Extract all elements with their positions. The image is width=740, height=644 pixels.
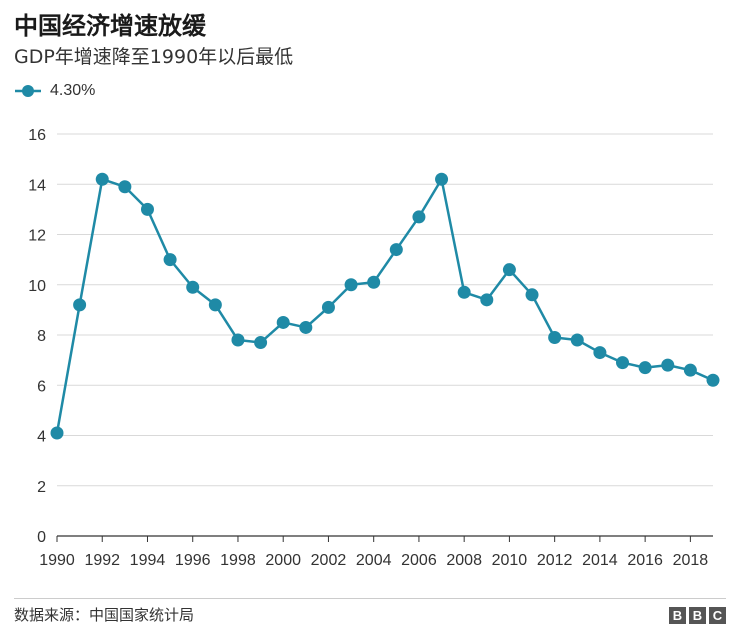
x-tick-label: 2014: [582, 552, 618, 569]
x-tick-label: 2004: [356, 552, 392, 569]
data-point: [435, 172, 449, 186]
bbc-logo-letter: B: [669, 607, 686, 624]
data-point: [140, 202, 154, 216]
data-point: [254, 336, 268, 350]
data-point: [616, 356, 630, 370]
y-tick-label: 2: [37, 479, 46, 496]
series-line: [55, 177, 714, 434]
y-tick-label: 10: [28, 278, 46, 295]
data-point: [412, 210, 426, 224]
data-point: [548, 331, 562, 345]
data-point: [502, 263, 516, 277]
y-tick-label: 12: [28, 228, 46, 245]
data-point: [661, 358, 675, 372]
x-tick-label: 2010: [492, 552, 528, 569]
data-point: [389, 243, 403, 257]
x-tick-label: 1990: [39, 552, 75, 569]
x-tick-label: 2002: [311, 552, 347, 569]
y-tick-label: 8: [37, 328, 46, 345]
data-point: [163, 253, 177, 267]
x-tick-label: 2016: [627, 552, 663, 569]
y-tick-label: 16: [28, 127, 46, 144]
data-point: [638, 361, 652, 375]
data-point: [570, 333, 584, 347]
y-tick-label: 0: [37, 529, 46, 546]
data-point: [321, 300, 335, 314]
footer-divider: [14, 598, 726, 599]
data-point: [299, 320, 313, 334]
line-chart: 0 2 4 6 8 10 12 14 16 1990 1992 1994 1996 1998 2000 200…: [28, 127, 720, 569]
data-point: [208, 298, 222, 312]
legend: 4.30%: [14, 82, 95, 100]
data-point: [480, 293, 494, 307]
legend-label: 4.30%: [50, 82, 96, 99]
chart-subtitle: GDP年增速降至1990年以后最低: [14, 46, 294, 68]
data-point: [593, 346, 607, 360]
legend-marker: [15, 85, 41, 97]
data-point: [276, 315, 290, 329]
y-tick-label: 14: [28, 177, 46, 194]
x-tick-label: 2012: [537, 552, 573, 569]
data-point: [344, 278, 358, 292]
bbc-logo-letter: B: [689, 607, 706, 624]
chart-title: 中国经济增速放缓: [14, 12, 206, 40]
data-source: 数据来源：中国国家统计局: [14, 606, 195, 624]
data-point: [118, 180, 132, 194]
data-point: [95, 172, 109, 186]
x-tick-label: 1992: [84, 552, 120, 569]
x-tick-label: 2008: [446, 552, 482, 569]
y-tick-label: 4: [37, 429, 46, 446]
bbc-logo-letter: C: [709, 607, 726, 624]
data-point: [683, 363, 697, 377]
x-tick-label: 2000: [265, 552, 301, 569]
x-tick-label: 1998: [220, 552, 256, 569]
data-point: [186, 280, 200, 294]
data-point: [706, 373, 720, 387]
data-point: [525, 288, 539, 302]
data-point: [50, 426, 64, 440]
x-tick-label: 2006: [401, 552, 437, 569]
x-tick-label: 2018: [673, 552, 709, 569]
bbc-logo: B B C: [669, 607, 726, 624]
x-tick-label: 1996: [175, 552, 211, 569]
data-point: [231, 333, 245, 347]
y-tick-label: 6: [37, 378, 46, 395]
x-tick-label: 1994: [130, 552, 166, 569]
data-point: [367, 275, 381, 289]
data-point: [457, 285, 471, 299]
data-point: [73, 298, 87, 312]
